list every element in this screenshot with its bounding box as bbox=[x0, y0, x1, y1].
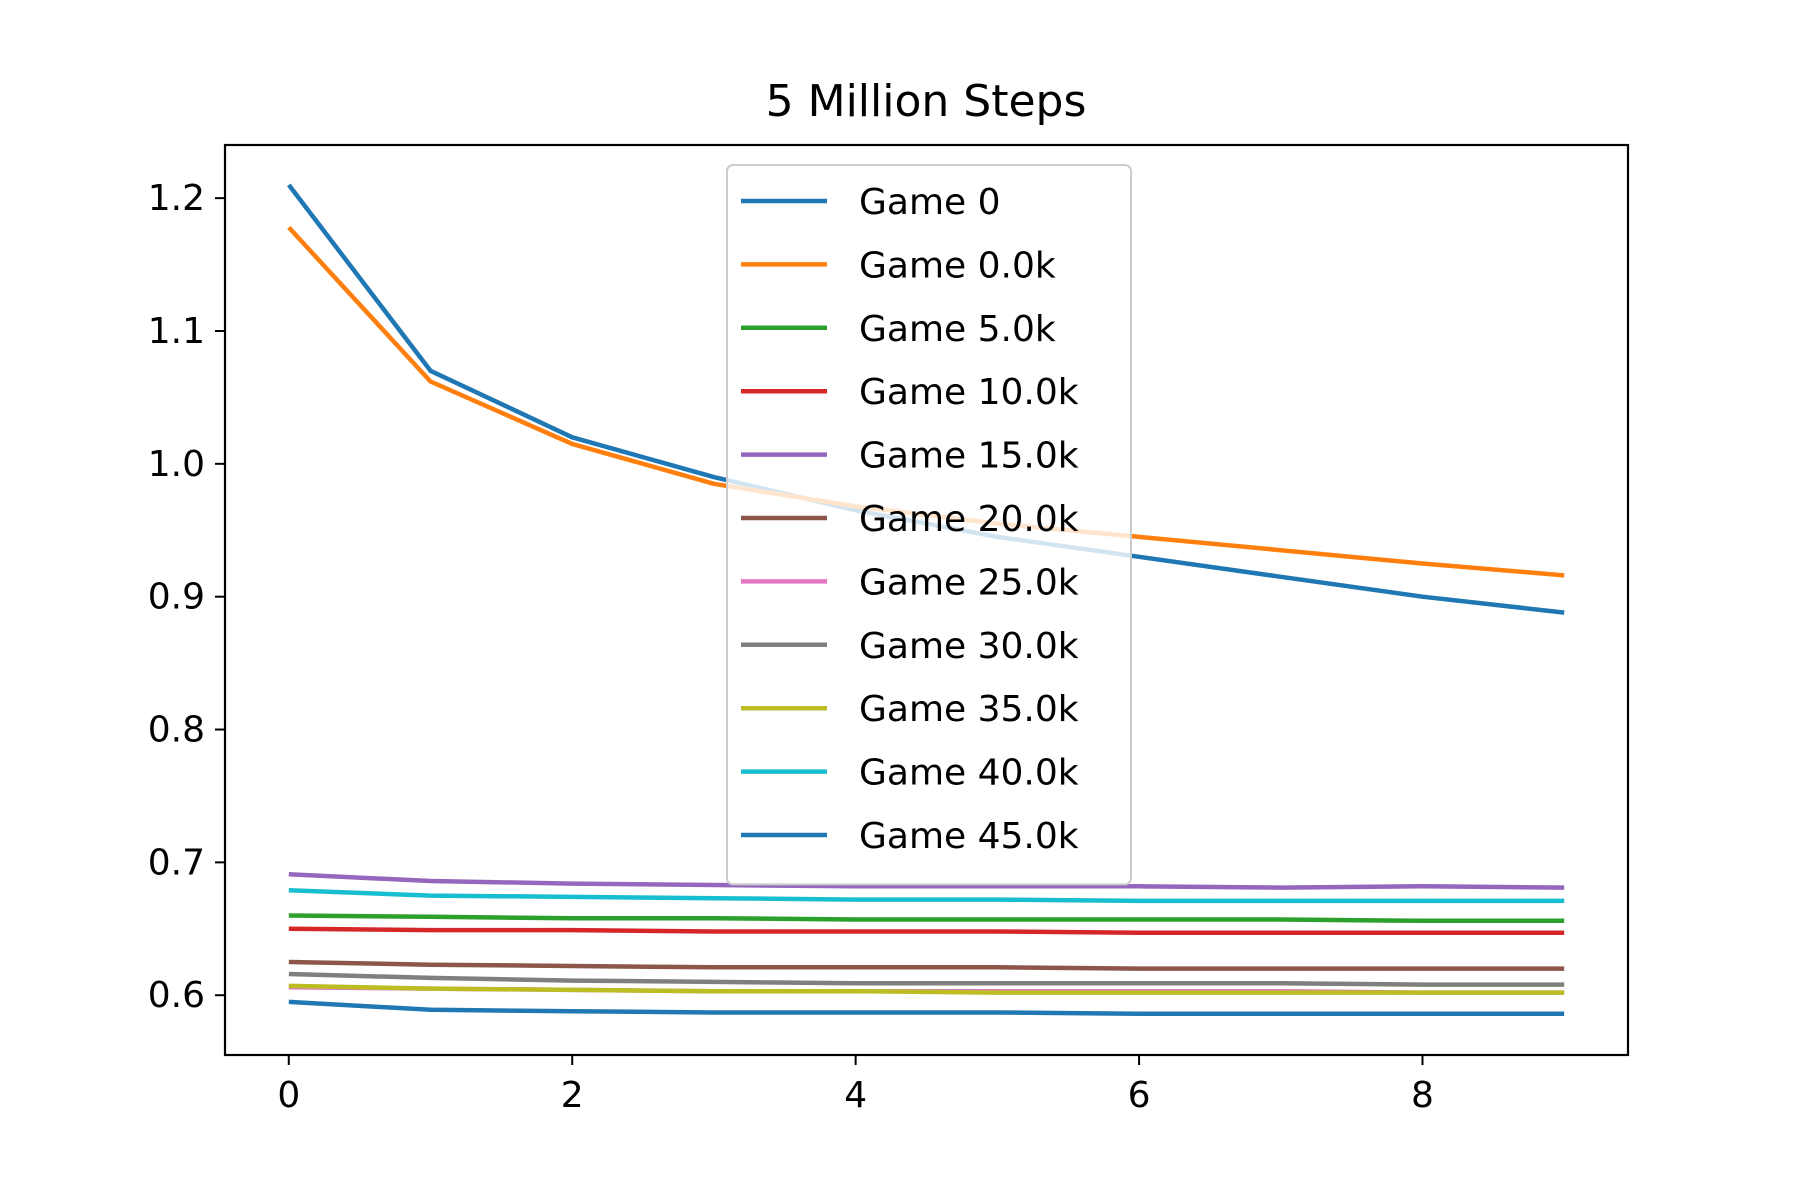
y-axis: 0.6 0.7 0.8 0.9 1.0 1.1 1.2 bbox=[148, 178, 225, 1016]
series-line bbox=[288, 983, 1565, 995]
legend-label: Game 25.0k bbox=[859, 562, 1079, 603]
y-tick-label: 1.2 bbox=[148, 178, 205, 219]
series-line bbox=[288, 971, 1565, 987]
x-tick-label: 8 bbox=[1411, 1075, 1434, 1116]
y-tick-label: 0.9 bbox=[148, 577, 205, 618]
x-tick-label: 6 bbox=[1128, 1075, 1151, 1116]
legend-label: Game 35.0k bbox=[859, 689, 1079, 730]
series-line bbox=[288, 926, 1565, 936]
legend-label: Game 10.0k bbox=[859, 372, 1079, 413]
y-tick-label: 0.8 bbox=[148, 710, 205, 751]
chart-title: 5 Million Steps bbox=[766, 76, 1087, 127]
y-tick-label: 0.6 bbox=[148, 975, 205, 1016]
legend: Game 0 Game 0.0k Game 5.0k Game 10.0k Game 1… bbox=[726, 164, 1132, 886]
x-axis: 0 2 4 6 8 bbox=[277, 1055, 1434, 1116]
series-line bbox=[288, 888, 1565, 904]
legend-label: Game 45.0k bbox=[859, 816, 1079, 857]
series-line bbox=[288, 959, 1565, 971]
y-tick-label: 0.7 bbox=[148, 842, 205, 883]
legend-label: Game 0.0k bbox=[859, 245, 1056, 286]
axes-frame bbox=[223, 143, 1630, 1057]
legend-box bbox=[726, 164, 1132, 886]
legend-label: Game 5.0k bbox=[859, 309, 1056, 350]
x-tick-label: 2 bbox=[561, 1075, 584, 1116]
x-tick-label: 0 bbox=[277, 1075, 300, 1116]
legend-label: Game 15.0k bbox=[859, 436, 1079, 477]
series-line bbox=[288, 999, 1565, 1017]
series-line bbox=[288, 872, 1565, 890]
legend-label: Game 40.0k bbox=[859, 753, 1079, 794]
series-line bbox=[288, 913, 1565, 924]
legend-label: Game 30.0k bbox=[859, 626, 1079, 667]
legend-label: Game 0 bbox=[859, 182, 1001, 223]
x-tick-label: 4 bbox=[844, 1075, 867, 1116]
legend-label: Game 20.0k bbox=[859, 499, 1079, 540]
y-tick-label: 1.1 bbox=[148, 311, 205, 352]
y-tick-label: 1.0 bbox=[148, 444, 205, 485]
